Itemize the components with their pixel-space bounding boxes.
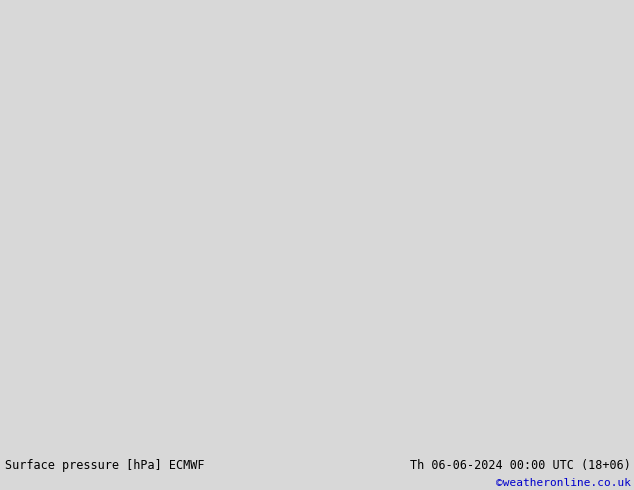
- Text: Surface pressure [hPa] ECMWF: Surface pressure [hPa] ECMWF: [5, 459, 205, 472]
- Text: Th 06-06-2024 00:00 UTC (18+06): Th 06-06-2024 00:00 UTC (18+06): [410, 459, 631, 472]
- Text: ©weatheronline.co.uk: ©weatheronline.co.uk: [496, 478, 631, 488]
